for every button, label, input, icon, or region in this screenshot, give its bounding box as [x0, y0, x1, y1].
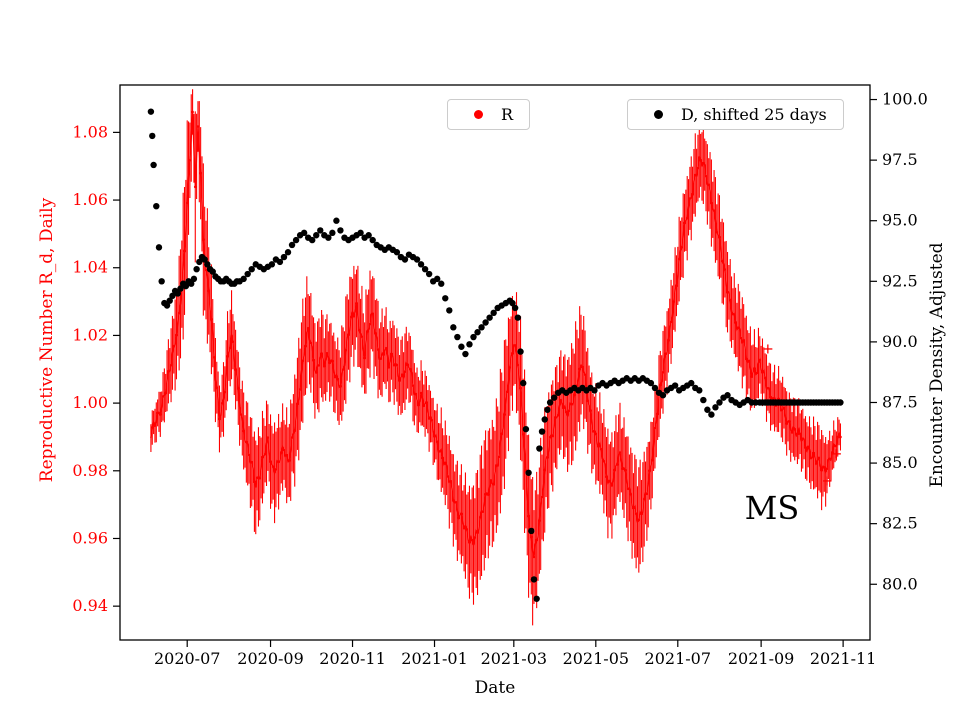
legend-r-dot-icon: [474, 110, 483, 119]
y-right-tick-label: 82.5: [882, 514, 918, 533]
y-right-tick-label: 97.5: [882, 150, 918, 169]
y-left-tick-label: 1.06: [72, 190, 108, 209]
legend-d-dot-icon: [654, 110, 663, 119]
x-tick-label: 2021-07: [645, 649, 711, 668]
y-left-tick-label: 0.94: [72, 596, 108, 615]
y-right-tick-label: 87.5: [882, 392, 918, 411]
y-axis-label-right: Encounter Density, Adjusted: [927, 242, 947, 488]
y-right-tick-label: 85.0: [882, 453, 918, 472]
x-tick-label: 2021-05: [563, 649, 629, 668]
x-tick-label: 2020-11: [319, 649, 385, 668]
plot-frame: [119, 84, 871, 641]
y-left-tick-label: 1.02: [72, 325, 108, 344]
x-tick-label: 2021-01: [401, 649, 467, 668]
y-left-tick-label: 0.96: [72, 528, 108, 547]
y-left-tick-label: 1.00: [72, 393, 108, 412]
series-d: [147, 108, 844, 602]
legend-d: D, shifted 25 days: [627, 99, 844, 130]
x-tick-label: 2020-09: [237, 649, 303, 668]
y-left-tick-label: 1.08: [72, 122, 108, 141]
y-right-tick-label: 95.0: [882, 211, 918, 230]
y-left-tick-label: 1.04: [72, 258, 108, 277]
y-right-tick-label: 92.5: [882, 271, 918, 290]
x-tick-label: 2021-03: [481, 649, 547, 668]
x-tick-label: 2021-11: [810, 649, 876, 668]
legend-r-label: R: [501, 105, 514, 124]
y-right-tick-label: 80.0: [882, 574, 918, 593]
y-right-tick-label: 100.0: [882, 90, 928, 109]
x-tick-label: 2020-07: [154, 649, 220, 668]
y-axis-label-left: Reproductive Number R_d, Daily: [37, 197, 57, 483]
series-r: [150, 89, 842, 626]
y-left-tick-label: 0.98: [72, 461, 108, 480]
legend-d-label: D, shifted 25 days: [681, 105, 827, 124]
x-axis-label: Date: [474, 678, 516, 698]
x-tick-label: 2021-09: [728, 649, 794, 668]
state-annotation: MS: [744, 489, 800, 527]
legend-r: R: [447, 99, 531, 130]
axis-ticks: 2020-07 2020-09 2020-11 2021-01 2021-03 2021-…: [72, 90, 927, 668]
y-right-tick-label: 90.0: [882, 332, 918, 351]
